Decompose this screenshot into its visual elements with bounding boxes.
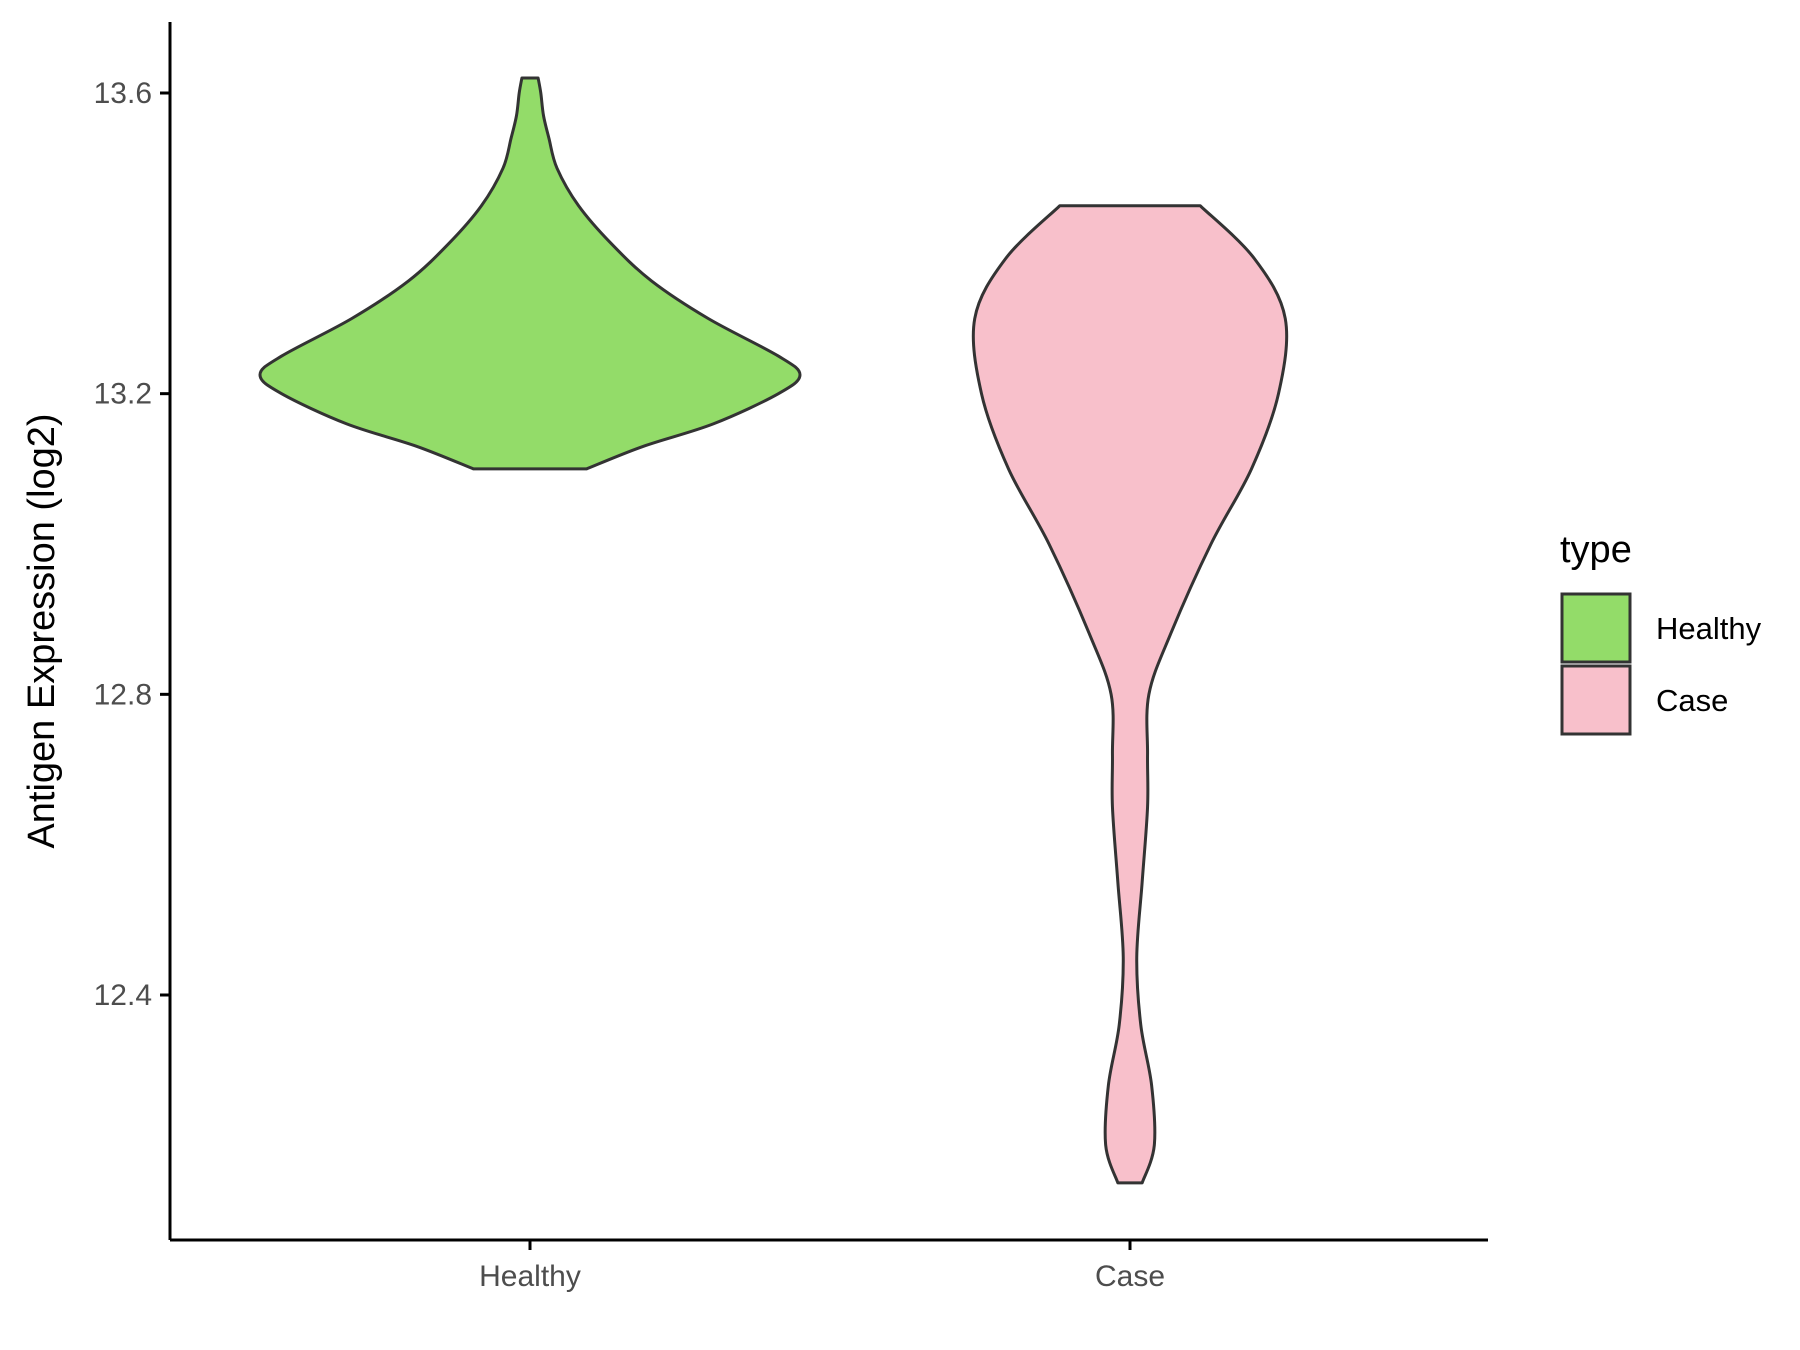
legend-title: type bbox=[1560, 529, 1632, 571]
y-tick-label: 13.2 bbox=[94, 378, 152, 411]
y-tick-label: 12.8 bbox=[94, 678, 152, 711]
y-tick-label: 12.4 bbox=[94, 979, 152, 1012]
x-tick-label: Healthy bbox=[479, 1260, 581, 1293]
legend-label-healthy: Healthy bbox=[1656, 611, 1762, 646]
violin-group bbox=[258, 76, 1289, 1185]
y-tick-label: 13.6 bbox=[94, 77, 152, 110]
y-ticks: 12.4 12.8 13.2 13.6 bbox=[94, 77, 170, 1012]
legend-key-case bbox=[1560, 664, 1632, 736]
legend: type Healthy Case bbox=[1560, 529, 1762, 736]
x-ticks: Healthy Case bbox=[479, 1240, 1165, 1293]
x-tick-label: Case bbox=[1095, 1260, 1165, 1293]
y-axis-title: Antigen Expression (log2) bbox=[21, 413, 63, 848]
violin-case bbox=[971, 204, 1289, 1185]
legend-label-case: Case bbox=[1656, 683, 1728, 718]
legend-key-healthy bbox=[1560, 592, 1632, 664]
violin-healthy bbox=[258, 76, 802, 471]
